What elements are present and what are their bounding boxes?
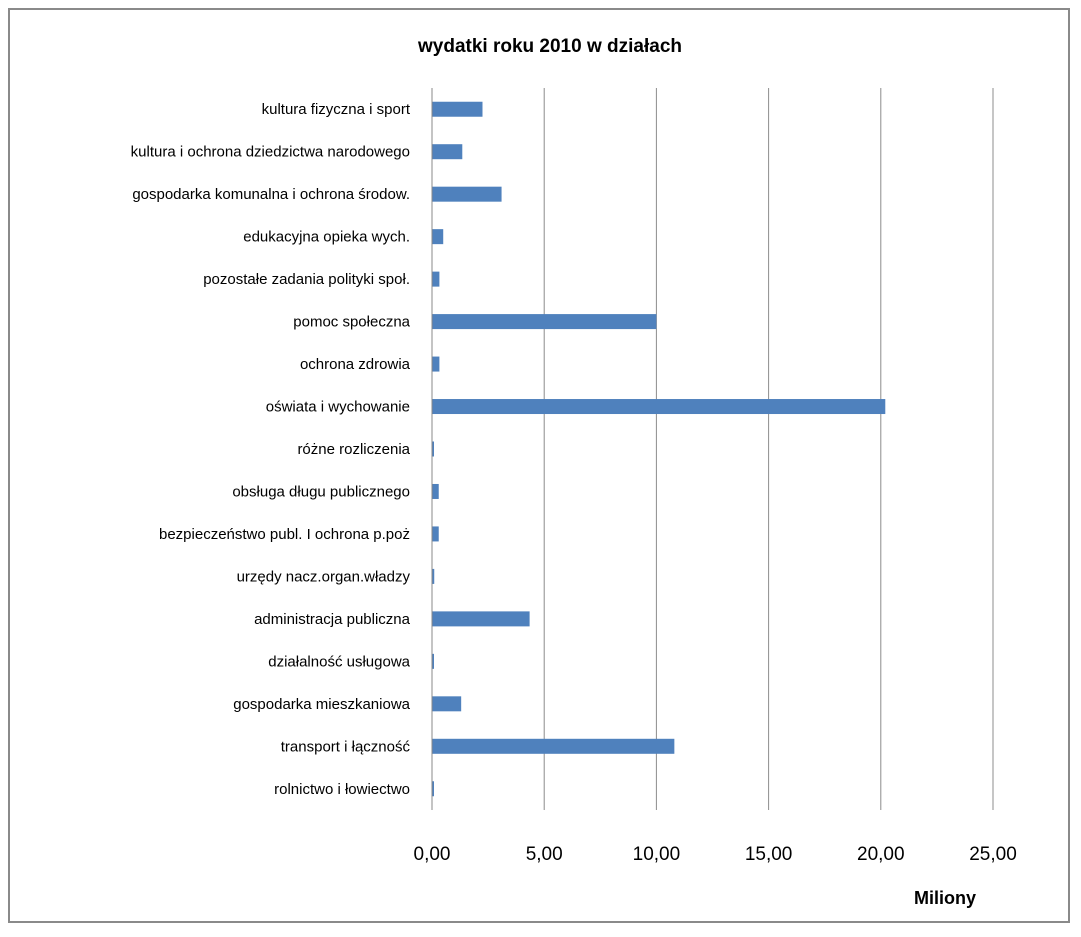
category-label: pomoc społeczna	[293, 314, 410, 331]
x-tick-label: 10,00	[633, 844, 681, 865]
bar	[432, 568, 435, 584]
category-label: edukacyjna opieka wych.	[243, 229, 410, 246]
x-tick-label: 15,00	[745, 844, 793, 865]
chart-frame	[8, 8, 1070, 923]
bar	[432, 271, 440, 287]
chart-title: wydatki roku 2010 w działach	[417, 36, 682, 57]
x-tick-label: 5,00	[526, 844, 563, 865]
bar	[432, 229, 444, 245]
bar	[432, 738, 675, 754]
bar	[432, 696, 462, 712]
bar	[432, 781, 434, 797]
bar	[432, 314, 657, 330]
bar	[432, 144, 463, 160]
category-label: gospodarka komunalna i ochrona środow.	[132, 186, 410, 203]
category-label: rolnictwo i łowiectwo	[274, 781, 410, 798]
x-tick-label: 0,00	[414, 844, 451, 865]
x-tick-labels: 0,00 5,00 10,00 15,00 20,00 25,00	[414, 844, 1017, 865]
bar	[432, 441, 434, 457]
bars	[432, 101, 886, 797]
category-labels: kultura fizyczna i sport kultura i ochron…	[131, 101, 411, 798]
category-label: pozostałe zadania polityki społ.	[203, 271, 410, 288]
category-label: urzędy nacz.organ.władzy	[237, 568, 411, 585]
bar	[432, 611, 530, 627]
bar	[432, 399, 886, 415]
category-label: kultura i ochrona dziedzictwa narodowego	[131, 144, 410, 161]
category-label: obsługa długu publicznego	[232, 483, 410, 500]
x-tick-label: 20,00	[857, 844, 905, 865]
bar	[432, 356, 440, 372]
category-label: kultura fizyczna i sport	[262, 101, 411, 118]
bar	[432, 101, 483, 117]
category-label: ochrona zdrowia	[300, 356, 411, 373]
category-label: oświata i wychowanie	[266, 399, 410, 416]
category-label: działalność usługowa	[268, 653, 410, 670]
category-label: administracja publiczna	[254, 611, 411, 628]
category-label: transport i łączność	[281, 738, 411, 755]
bar	[432, 186, 502, 202]
x-tick-label: 25,00	[969, 844, 1017, 865]
gridlines	[543, 88, 994, 810]
bar	[432, 653, 434, 669]
category-label: bezpieczeństwo publ. I ochrona p.poż	[159, 526, 410, 543]
bar	[432, 483, 439, 499]
category-label: różne rozliczenia	[297, 441, 410, 458]
category-label: gospodarka mieszkaniowa	[233, 696, 410, 713]
x-axis-label: Miliony	[914, 888, 976, 908]
bar	[432, 526, 439, 542]
